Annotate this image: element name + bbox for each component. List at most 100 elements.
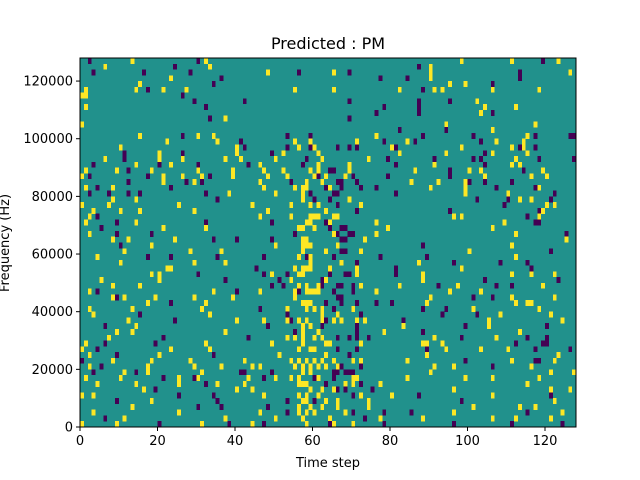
heatmap-cell [300,236,305,243]
heatmap-cell [467,167,472,174]
heatmap-cell [366,398,371,405]
heatmap-cell [424,346,429,353]
heatmap-cell [359,184,363,191]
heatmap-cell [440,86,445,93]
heatmap-cell [320,311,325,318]
heatmap-cell [130,58,135,64]
heatmap-cell [118,242,123,249]
heatmap-cell [335,403,340,410]
heatmap-cell [436,282,441,289]
heatmap-cell [157,271,162,278]
heatmap-cell [339,317,344,324]
heatmap-cell [533,346,538,353]
heatmap-cell [444,121,449,128]
heatmap-cell [335,202,340,209]
heatmap-cell [308,213,313,220]
heatmap-cell [424,254,429,260]
heatmap-cell [452,259,456,266]
heatmap-cell [564,230,569,237]
heatmap-cell [382,104,387,110]
heatmap-cell [347,352,352,358]
heatmap-cell [502,202,507,209]
heatmap-cell [335,311,340,318]
heatmap-cell [514,104,518,110]
heatmap-cell [87,363,92,370]
heatmap-cell [142,386,146,393]
heatmap-cell [87,173,92,180]
heatmap-cell [517,69,522,76]
heatmap-cell [568,386,573,393]
heatmap-cell [176,375,181,381]
heatmap-cell [235,150,239,157]
heatmap-cell [312,213,317,220]
heatmap-cell [463,375,468,381]
heatmap-cell [312,398,317,405]
heatmap-cell [308,386,313,393]
heatmap-cell [483,179,487,185]
heatmap-cell [533,144,538,151]
heatmap-cell [231,294,236,301]
heatmap-cell [475,196,480,203]
heatmap-cell [324,248,329,255]
heatmap-cell [525,409,530,416]
heatmap-cell [405,138,410,145]
heatmap-cell [161,179,166,185]
heatmap-cell [91,311,96,318]
heatmap-cell [347,334,352,341]
heatmap-cell [421,86,425,93]
heatmap-cell [297,346,301,353]
heatmap-cell [304,380,309,387]
heatmap-cell [490,81,495,87]
heatmap-cell [324,173,329,180]
heatmap-cell [479,109,484,116]
heatmap-cell [258,305,263,312]
heatmap-cell [514,156,518,162]
plot-area [79,57,577,428]
heatmap-cell [114,230,119,237]
heatmap-cell [335,242,340,249]
plot-frame [79,57,577,428]
heatmap-cell [428,63,433,70]
heatmap-cell [281,150,286,157]
heatmap-cell [331,369,336,376]
heatmap-cell [153,340,158,347]
heatmap-cell [142,69,146,76]
heatmap-cell [145,173,150,180]
heatmap-cell [308,254,313,260]
heatmap-cell [452,421,456,428]
heatmap-cell [541,207,546,214]
heatmap-cell [122,415,127,422]
heatmap-cell [312,288,317,295]
heatmap-cell [289,317,294,324]
heatmap-cell [525,380,530,387]
heatmap-cell [312,305,317,312]
heatmap-cell [428,369,433,376]
heatmap-cell [80,346,84,353]
heatmap-cell [289,213,294,220]
heatmap-cell [444,150,449,157]
heatmap-cell [316,202,321,209]
heatmap-cell [382,328,387,335]
heatmap-cell [374,132,379,139]
heatmap-cell [80,392,84,399]
heatmap-cell [324,207,329,214]
heatmap-cell [452,213,456,220]
heatmap-cell [471,403,476,410]
heatmap-cell [285,132,290,139]
heatmap-cell [529,300,534,307]
heatmap-cell [335,213,340,220]
heatmap-cell [95,346,100,353]
heatmap-cell [316,150,321,157]
heatmap-cell [134,219,139,226]
heatmap-cell [169,161,174,168]
heatmap-cell [459,398,464,405]
heatmap-cell [440,311,445,318]
heatmap-cell [103,415,108,422]
heatmap-cell [521,167,526,174]
heatmap-cell [242,357,247,364]
heatmap-cell [95,288,100,295]
heatmap-cell [444,127,449,134]
heatmap-cell [269,271,274,278]
heatmap-cell [514,340,518,347]
